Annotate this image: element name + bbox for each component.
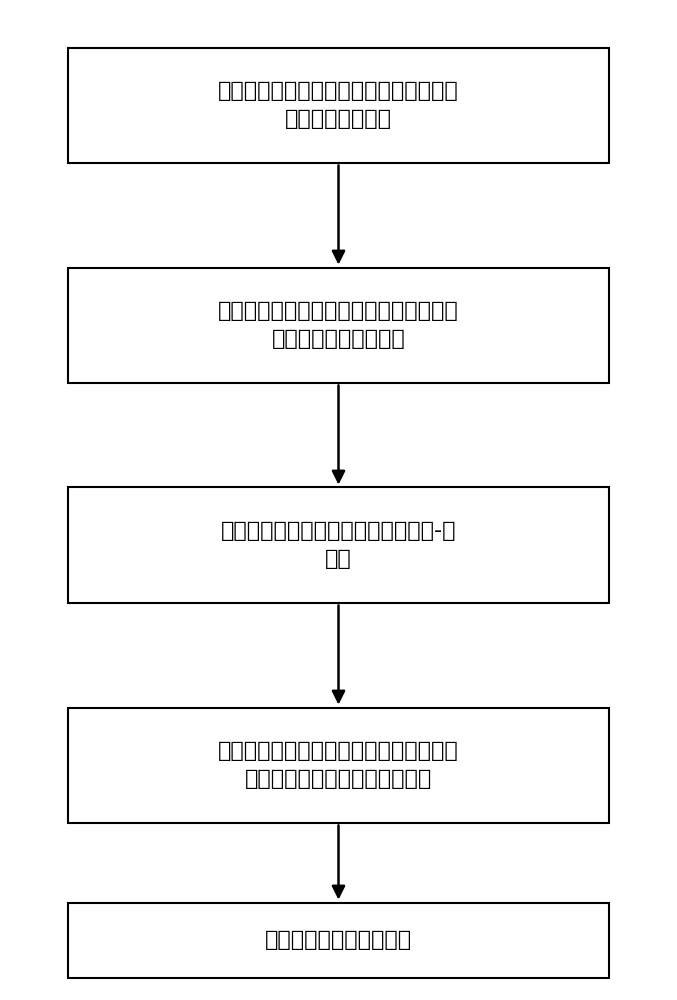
Bar	[68, 902, 609, 978]
Bar	[68, 47, 609, 162]
Bar	[68, 708, 609, 822]
Text: 设计近地表受迫振动系统的目标频率-能
量值: 设计近地表受迫振动系统的目标频率-能 量值	[221, 521, 456, 569]
Text: 格式转换及扫描信号输出: 格式转换及扫描信号输出	[265, 930, 412, 950]
Text: 获取可控震源扫描激发时近地表受迫振动
系统振动特性信息: 获取可控震源扫描激发时近地表受迫振动 系统振动特性信息	[218, 81, 459, 129]
Bar	[68, 267, 609, 382]
Text: 计算非线性扫描信号频率变化速率、瞬时
频率、瞬时相位和瞬时出力数据: 计算非线性扫描信号频率变化速率、瞬时 频率、瞬时相位和瞬时出力数据	[218, 741, 459, 789]
Bar	[68, 488, 609, 602]
Text: 根据近地表受迫振动系统振动特性信息确
定共振频率及优势频带: 根据近地表受迫振动系统振动特性信息确 定共振频率及优势频带	[218, 301, 459, 349]
